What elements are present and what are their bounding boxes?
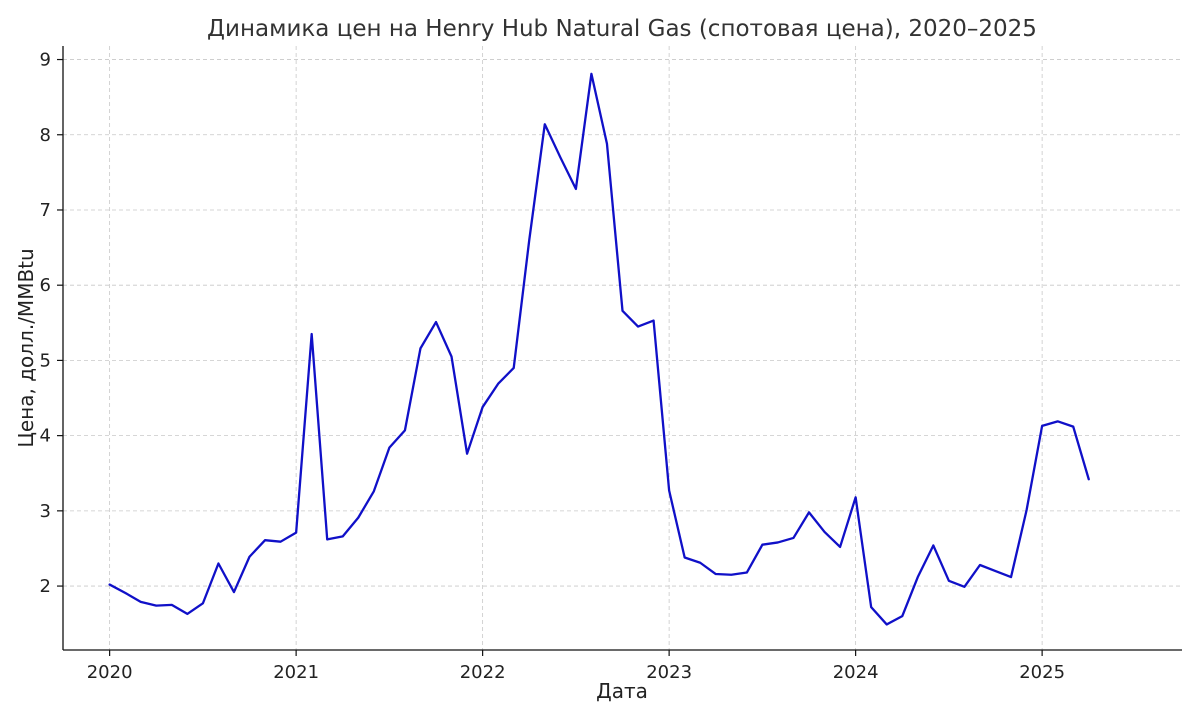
y-tick-label: 5 <box>40 350 51 371</box>
y-axis-label: Цена, долл./MMBtu <box>14 248 38 447</box>
y-ticks: 2 3 4 5 6 7 8 9 <box>40 50 63 597</box>
grid <box>63 46 1182 650</box>
chart-title: Динамика цен на Henry Hub Natural Gas (с… <box>207 16 1037 42</box>
x-tick-label: 2020 <box>87 662 133 683</box>
y-tick-label: 2 <box>40 576 51 597</box>
x-tick-label: 2024 <box>833 662 879 683</box>
axes <box>62 46 1182 651</box>
y-tick-label: 3 <box>40 501 51 522</box>
y-tick-label: 9 <box>40 50 51 71</box>
price-series-line <box>108 72 1090 626</box>
x-tick-label: 2025 <box>1019 662 1065 683</box>
y-tick-label: 7 <box>40 200 51 221</box>
x-axis-label: Дата <box>596 679 648 703</box>
x-tick-label: 2022 <box>460 662 506 683</box>
y-tick-label: 6 <box>40 275 51 296</box>
y-tick-label: 4 <box>40 426 51 447</box>
y-tick-label: 8 <box>40 125 51 146</box>
x-ticks: 2020 2021 2022 2023 2024 2025 <box>87 650 1065 683</box>
x-tick-label: 2021 <box>273 662 319 683</box>
x-tick-label: 2023 <box>646 662 692 683</box>
series-layer <box>108 72 1090 626</box>
